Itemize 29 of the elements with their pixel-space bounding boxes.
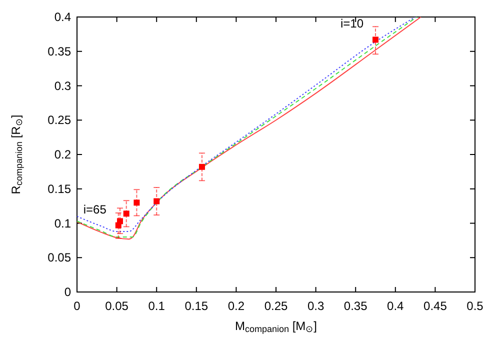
point <box>198 164 205 170</box>
point <box>123 210 130 217</box>
y-tick-label: 0.3 <box>54 78 72 93</box>
point <box>134 200 140 206</box>
x-tick-label: 0.45 <box>424 299 448 313</box>
x-tick-label: 0 <box>74 299 81 313</box>
x-tick-label: 0.5 <box>466 299 484 313</box>
y-tick-label: 0.35 <box>48 44 72 58</box>
y-tick-label: 0.4 <box>54 10 72 24</box>
y-tick-label: 0.2 <box>54 148 72 162</box>
y-tick-label: 0.15 <box>48 182 72 196</box>
x-tick-label: 0.15 <box>184 299 208 313</box>
y-tick-label: 0.05 <box>48 250 72 265</box>
annotation: i=65 <box>83 202 107 216</box>
point <box>154 198 160 204</box>
x-tick-label: 0.4 <box>387 299 404 313</box>
y-tick-label: 0.1 <box>54 216 72 230</box>
x-tick-label: 0.25 <box>264 299 288 313</box>
point <box>116 218 123 224</box>
annotation: i=10 <box>340 16 364 31</box>
y-tick-label: 0 <box>64 285 72 299</box>
point <box>372 36 378 43</box>
x-tick-label: 0.35 <box>344 299 368 313</box>
x-tick-label: 0.2 <box>228 299 245 313</box>
x-tick-label: 0.1 <box>148 299 166 313</box>
y-tick-label: 0.25 <box>48 113 72 128</box>
x-tick-label: 0.3 <box>307 299 324 313</box>
x-axis-title: M$_{companion}$ [M$_{⊙}$] <box>234 319 318 334</box>
x-tick-label: 0.05 <box>105 299 129 313</box>
